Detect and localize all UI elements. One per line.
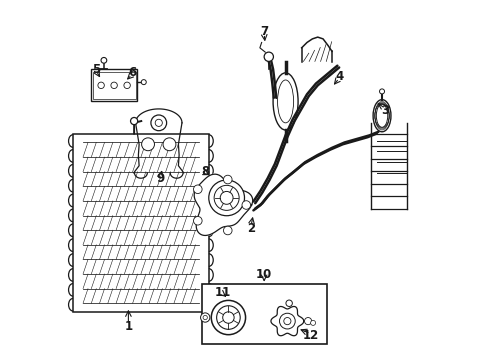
Circle shape [193, 216, 202, 225]
Bar [201, 284, 326, 344]
Circle shape [310, 320, 315, 325]
Circle shape [222, 312, 234, 323]
Text: 7: 7 [260, 25, 267, 38]
Circle shape [379, 89, 384, 94]
Circle shape [211, 300, 245, 335]
Text: 8: 8 [201, 165, 209, 177]
Text: 3: 3 [381, 104, 389, 117]
Circle shape [214, 185, 239, 210]
Circle shape [220, 192, 233, 204]
Circle shape [98, 82, 104, 89]
Bar [91, 69, 137, 102]
Text: 12: 12 [302, 329, 318, 342]
Circle shape [279, 313, 295, 329]
Ellipse shape [272, 73, 298, 130]
Circle shape [285, 300, 292, 306]
Ellipse shape [372, 100, 390, 132]
Circle shape [203, 315, 207, 320]
Polygon shape [194, 174, 252, 235]
Text: 10: 10 [256, 268, 272, 281]
Bar [93, 72, 135, 99]
Circle shape [216, 306, 240, 329]
Circle shape [208, 180, 244, 216]
Text: 9: 9 [156, 172, 164, 185]
Circle shape [283, 318, 290, 325]
Text: 1: 1 [124, 320, 132, 333]
Circle shape [264, 52, 273, 62]
Text: 4: 4 [334, 70, 343, 83]
Circle shape [141, 80, 146, 85]
Circle shape [130, 117, 138, 125]
Circle shape [101, 58, 106, 63]
Circle shape [242, 201, 250, 209]
Circle shape [223, 226, 232, 235]
Circle shape [163, 138, 176, 151]
Circle shape [155, 119, 162, 126]
Circle shape [123, 82, 130, 89]
Circle shape [151, 115, 166, 131]
Ellipse shape [376, 104, 387, 127]
Circle shape [200, 313, 209, 322]
Text: 5: 5 [92, 63, 100, 76]
Polygon shape [270, 306, 303, 336]
Text: 6: 6 [127, 66, 136, 79]
Circle shape [193, 185, 202, 194]
Circle shape [142, 138, 154, 151]
Circle shape [223, 175, 232, 184]
Ellipse shape [277, 80, 293, 123]
Bar [73, 134, 208, 312]
Text: 11: 11 [215, 286, 231, 299]
Circle shape [111, 82, 117, 89]
Text: 2: 2 [246, 222, 254, 235]
Polygon shape [301, 37, 331, 62]
Circle shape [304, 318, 311, 325]
